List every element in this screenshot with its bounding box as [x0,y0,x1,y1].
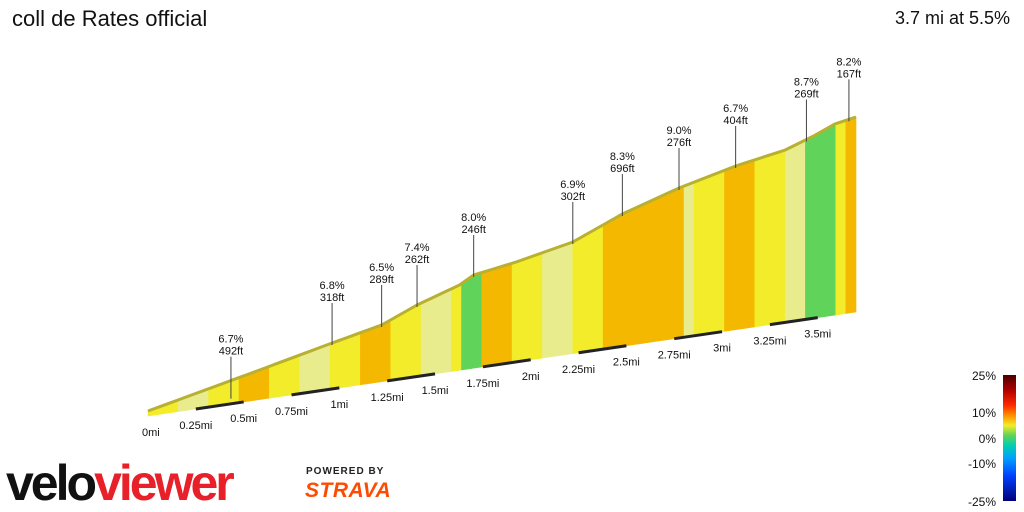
distance-tick-label: 3.25mi [753,336,786,348]
segment-grade-label: 7.4% [405,242,430,254]
baseline-dash [578,344,627,355]
distance-baseline [195,316,818,411]
segment-grade-label: 8.0% [461,212,486,224]
scale-label-0: 0% [979,432,997,446]
segment-grade-label: 6.7% [723,103,748,115]
segment-grade-label: 8.7% [794,77,819,89]
segment-gain-label: 262ft [405,254,429,266]
page-title: coll de Rates official [12,6,208,31]
baseline-dash [673,330,723,341]
segment-gain-label: 318ft [320,292,344,304]
distance-tick-label: 2.75mi [658,350,691,362]
segment-grade-label: 6.7% [218,334,243,346]
svg-text:veloviewer: veloviewer [6,455,234,511]
segment-gain-label: 492ft [219,346,243,358]
segment-gain-label: 404ft [723,115,747,127]
segment-grade-label: 8.3% [610,151,635,163]
baseline-dash [482,358,531,369]
strava-logo: STRAVA [305,479,392,502]
climb-summary: 3.7 mi at 5.5% [894,8,1010,28]
distance-tick-label: 2.5mi [613,357,640,369]
distance-tick-labels: 0mi 0.25mi 0.5mi 0.75mi 1mi 1.25mi 1.5mi 1.75mi… [142,329,831,439]
scale-label-minus25: -25% [968,495,996,509]
segment-gain-label: 276ft [667,137,691,149]
segment-gain-label: 246ft [461,224,485,236]
segment-gain-label: 696ft [610,163,634,175]
scale-label-minus10: -10% [968,457,996,471]
distance-tick-label: 0.5mi [230,413,257,425]
segment-gain-label: 167ft [837,68,861,80]
segment-grade-label: 8.2% [836,56,861,68]
distance-tick-label: 3.5mi [804,329,831,341]
segment-grade-label: 6.9% [560,179,585,191]
segment-grade-label: 6.8% [320,280,345,292]
distance-tick-label: 2.25mi [562,364,595,376]
distance-tick-label: 1.5mi [422,385,449,397]
scale-label-10: 10% [972,406,996,420]
veloviewer-logo: veloviewer [6,455,237,511]
baseline-dash [195,400,244,411]
baseline-dash [386,372,436,383]
distance-tick-label: 0mi [142,427,160,439]
gradient-bands [147,116,857,417]
distance-tick-label: 0.25mi [179,420,212,432]
segment-gain-label: 289ft [369,274,393,286]
segment-annotations: 6.7%492ft6.8%318ft6.5%289ft7.4%262ft8.0%… [218,56,862,399]
segment-grade-label: 9.0% [666,125,691,137]
segment-gain-label: 269ft [794,89,818,101]
profile-top-edge [147,115,857,413]
distance-tick-label: 1.75mi [466,378,499,390]
scale-label-25: 25% [972,369,996,383]
baseline-dash [291,386,340,397]
distance-tick-label: 1.25mi [371,392,404,404]
powered-by-label: POWERED BY [306,466,385,477]
segment-gain-label: 302ft [561,191,585,203]
distance-tick-label: 1mi [330,399,348,411]
profile-outline [147,115,857,413]
gradient-legend-bar [1003,375,1016,501]
distance-tick-label: 2mi [522,371,540,383]
distance-tick-label: 0.75mi [275,406,308,418]
distance-tick-label: 3mi [713,343,731,355]
baseline-dash [769,316,818,327]
segment-grade-label: 6.5% [369,262,394,274]
